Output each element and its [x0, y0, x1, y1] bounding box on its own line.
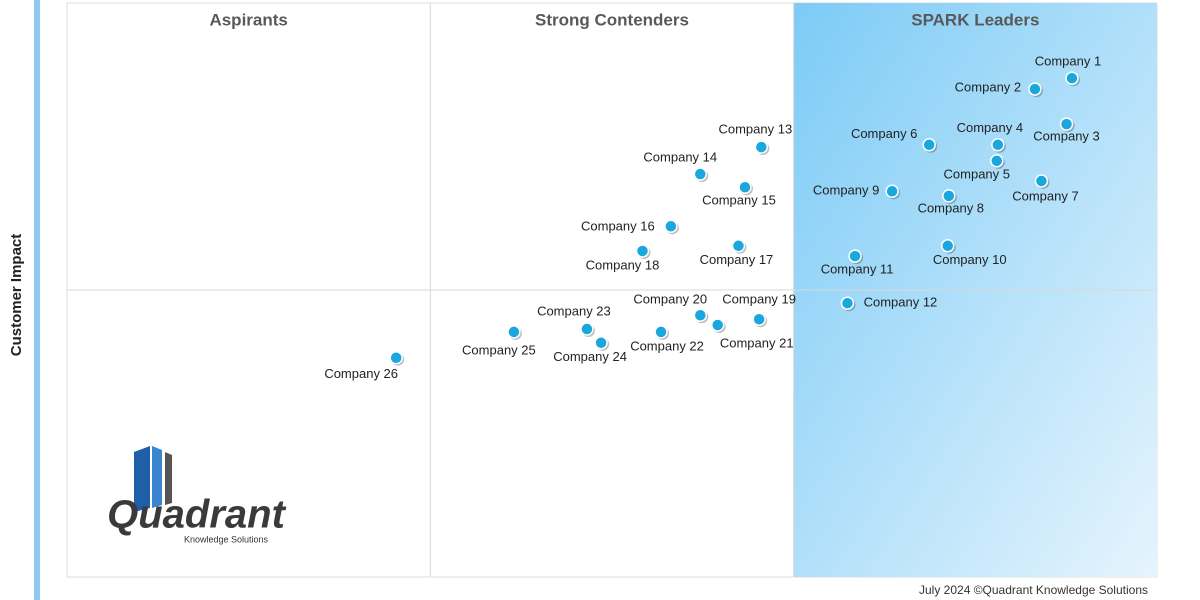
point [693, 167, 708, 181]
point-label: Company 5 [944, 166, 1010, 181]
point-label: Company 6 [851, 126, 917, 141]
y-axis-label: Customer Impact [8, 234, 25, 357]
side-bar [34, 0, 40, 600]
logo-name: Quadrant [107, 493, 286, 537]
point [731, 239, 746, 253]
point-label: Company 24 [553, 349, 627, 364]
point-label: Company 13 [718, 122, 792, 137]
logo-tagline: Knowledge Solutions [184, 534, 269, 544]
point-label: Company 8 [918, 200, 984, 215]
point [942, 189, 956, 203]
point-label: Company 19 [722, 292, 796, 307]
point [754, 140, 769, 154]
point [990, 154, 1004, 168]
point [738, 180, 752, 195]
point [840, 296, 855, 310]
point-label: Company 3 [1033, 129, 1099, 144]
point [922, 138, 936, 152]
point [507, 325, 521, 339]
point [940, 239, 955, 253]
point [580, 322, 594, 336]
point-label: Company 14 [643, 149, 717, 164]
point [885, 184, 899, 199]
point [635, 244, 650, 258]
footer: July 2024 ©Quadrant Knowledge Solutions [919, 583, 1148, 597]
point-label: Company 18 [586, 257, 660, 272]
point [1059, 117, 1074, 131]
point-label: Company 9 [813, 183, 879, 198]
point-label: Company 16 [581, 219, 655, 234]
point-label: Company 1 [1035, 54, 1101, 69]
point [1034, 174, 1049, 188]
point [1028, 82, 1042, 96]
point [594, 336, 608, 350]
point [710, 318, 725, 332]
point-label: Company 4 [957, 120, 1023, 135]
point [389, 350, 403, 365]
point [693, 308, 708, 323]
point-label: Company 17 [700, 252, 774, 267]
zone-title: Aspirants [209, 10, 287, 29]
point-label: Company 15 [702, 193, 776, 208]
point [991, 138, 1005, 152]
zone-title: SPARK Leaders [911, 10, 1039, 29]
point [664, 219, 678, 234]
point-label: Company 2 [955, 80, 1021, 95]
point [1065, 71, 1079, 85]
point-label: Company 11 [821, 262, 894, 277]
point-label: Company 21 [720, 335, 794, 350]
point-label: Company 23 [537, 303, 611, 318]
point [848, 249, 862, 263]
logo: Quadrant Knowledge Solutions [107, 446, 287, 544]
point-label: Company 7 [1012, 188, 1078, 203]
point [654, 325, 668, 339]
point-label: Company 22 [630, 338, 704, 353]
point-label: Company 25 [462, 342, 536, 357]
zone-title: Strong Contenders [535, 10, 689, 29]
point-label: Company 26 [324, 366, 398, 381]
point-label: Company 12 [864, 295, 938, 310]
point [752, 312, 766, 327]
point-label: Company 10 [933, 252, 1007, 267]
point-label: Company 20 [633, 292, 707, 307]
